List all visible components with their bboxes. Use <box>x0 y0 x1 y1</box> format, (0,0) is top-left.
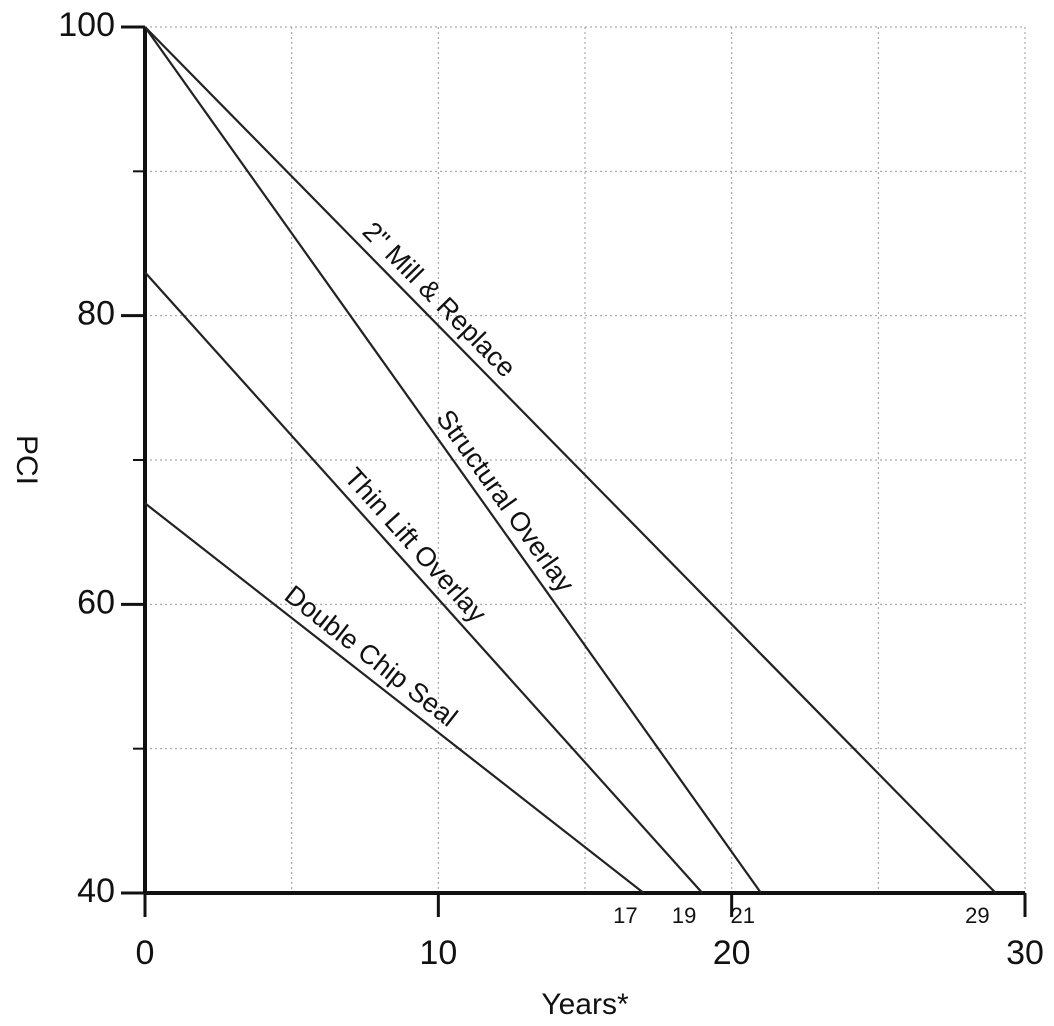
x-tick-label: 30 <box>1006 934 1044 972</box>
series-line <box>144 26 762 894</box>
y-tick-label: 100 <box>58 6 115 44</box>
series-line <box>144 271 704 894</box>
x-tick-label: 10 <box>419 934 457 972</box>
series-line <box>144 26 997 894</box>
series-line <box>144 502 645 894</box>
y-tick-label: 80 <box>77 295 115 333</box>
end-label: 19 <box>672 903 696 928</box>
end-label: 17 <box>613 903 637 928</box>
end-label: 29 <box>965 903 989 928</box>
x-tick-label: 20 <box>713 934 751 972</box>
x-axis-title: Years* <box>541 988 629 1021</box>
x-tick-label: 0 <box>136 934 155 972</box>
series-label: Thin Lift Overlay <box>339 462 493 629</box>
y-axis-title: PCI <box>10 435 43 485</box>
y-tick-label: 60 <box>77 583 115 621</box>
series-label: Double Chip Seal <box>279 579 463 732</box>
y-tick-label: 40 <box>77 872 115 910</box>
end-label: 21 <box>731 903 755 928</box>
